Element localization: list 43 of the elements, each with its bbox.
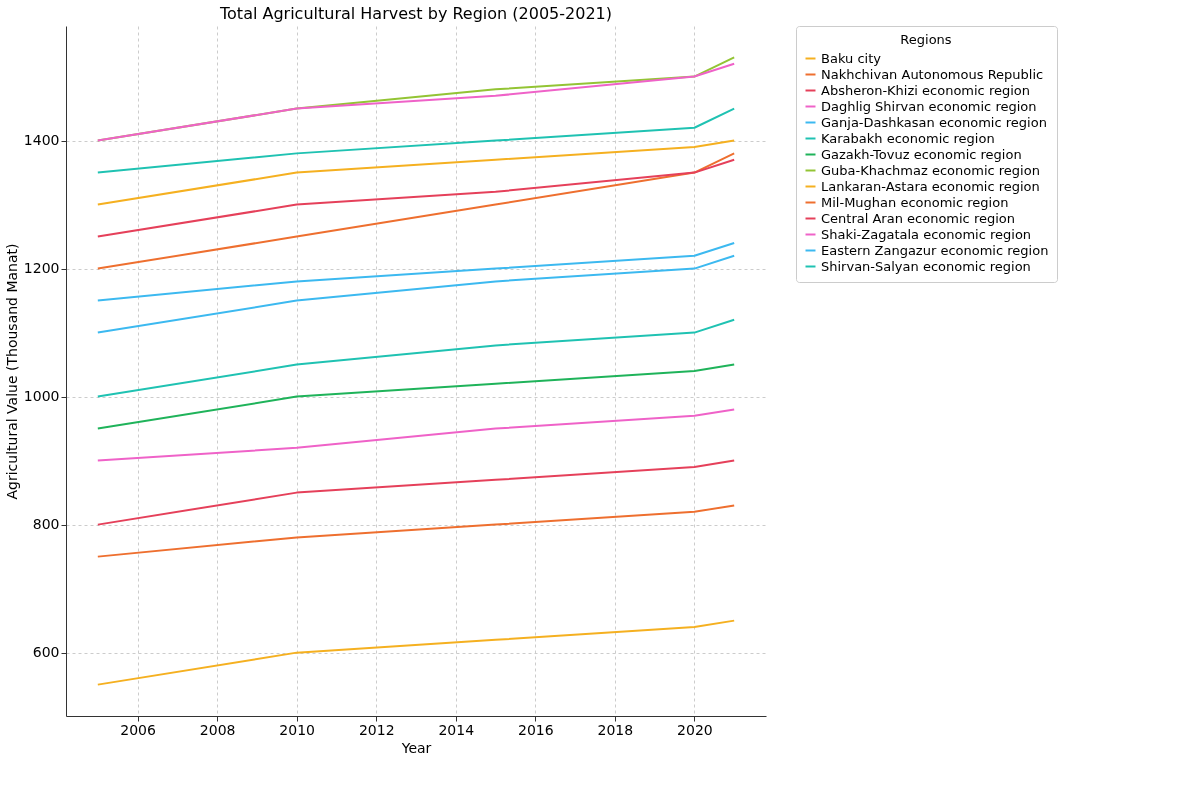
line-series bbox=[96, 107, 736, 174]
legend-label: Eastern Zangazur economic region bbox=[821, 242, 1049, 258]
x-tick-label: 2006 bbox=[120, 721, 156, 738]
legend-label: Nakhchivan Autonomous Republic bbox=[821, 66, 1044, 82]
y-tick-label: 600 bbox=[32, 644, 60, 661]
x-tick-label: 2012 bbox=[358, 721, 395, 738]
y-tick-label: 1200 bbox=[23, 260, 60, 277]
x-tick-label: 2016 bbox=[518, 721, 554, 738]
legend-label: Mil-Mughan economic region bbox=[821, 194, 1009, 210]
x-tick-label: 2018 bbox=[597, 721, 634, 738]
line-series bbox=[96, 363, 736, 430]
y-tick-label: 800 bbox=[32, 516, 60, 533]
legend-label: Shirvan-Salyan economic region bbox=[821, 258, 1031, 274]
y-tick-label: 1400 bbox=[23, 132, 60, 149]
legend-label: Shaki-Zagatala economic region bbox=[821, 226, 1032, 242]
line-series bbox=[96, 152, 736, 270]
legend-label: Absheron-Khizi economic region bbox=[821, 82, 1031, 98]
line-series bbox=[96, 459, 736, 526]
x-tick-label: 2010 bbox=[279, 721, 315, 738]
line-series bbox=[96, 408, 736, 462]
x-tick-label: 2014 bbox=[438, 721, 475, 738]
legend-title: Regions bbox=[900, 32, 952, 47]
x-axis-title: Year bbox=[400, 739, 432, 756]
y-axis-title: Agricultural Value (Thousand Manat) bbox=[3, 243, 20, 500]
line-series bbox=[96, 139, 736, 206]
line-series bbox=[96, 241, 736, 302]
legend-label: Lankaran-Astara economic region bbox=[821, 178, 1040, 194]
line-series bbox=[96, 619, 736, 686]
legend-label: Karabakh economic region bbox=[821, 130, 995, 146]
x-tick-label: 2020 bbox=[677, 721, 713, 738]
legend-label: Gazakh-Tovuz economic region bbox=[821, 146, 1022, 162]
legend-label: Daghlig Shirvan economic region bbox=[821, 98, 1037, 114]
x-tick-label: 2008 bbox=[199, 721, 236, 738]
line-series bbox=[96, 504, 736, 558]
line-series bbox=[96, 158, 736, 238]
line-series bbox=[96, 254, 736, 334]
legend-label: Central Aran economic region bbox=[821, 210, 1016, 226]
chart-title: Total Agricultural Harvest by Region (2005-2021) bbox=[219, 3, 612, 23]
legend-label: Ganja-Dashkasan economic region bbox=[821, 114, 1047, 130]
y-tick-label: 1000 bbox=[23, 388, 60, 405]
line-series bbox=[96, 318, 736, 398]
legend-label: Guba-Khachmaz economic region bbox=[821, 162, 1040, 178]
legend-label: Baku city bbox=[821, 50, 882, 66]
